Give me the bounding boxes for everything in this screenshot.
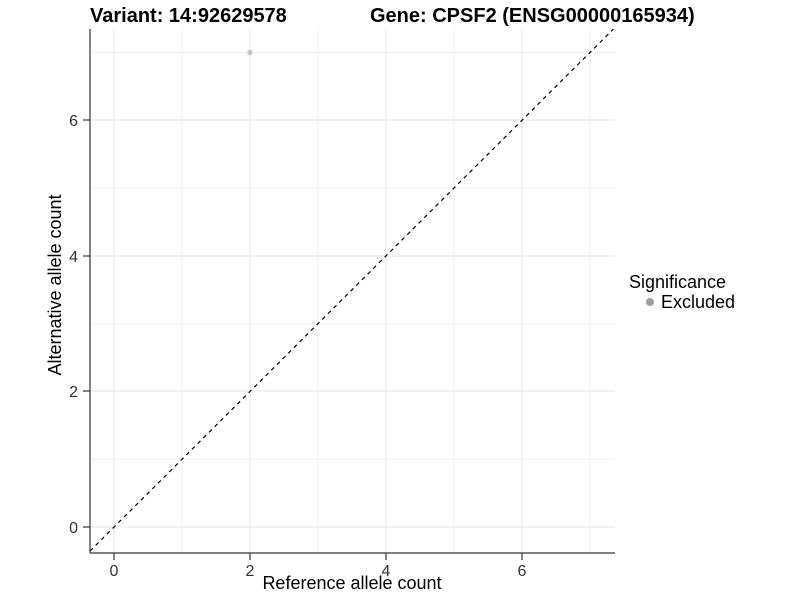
major-gridlines [90,29,615,553]
x-tick-label: 6 [518,563,527,580]
legend-marker-excluded-icon [646,298,654,306]
identity-reference-line [89,28,614,552]
x-tick-marks [113,553,523,560]
plot-panel [90,29,615,553]
x-axis-title: Reference allele count [262,573,441,593]
y-tick-label: 6 [69,113,78,130]
x-tick-label: 4 [382,563,391,580]
plot-title-variant: Variant: 14:92629578 [90,5,287,27]
y-tick-label: 0 [69,520,78,537]
minor-gridlines [90,29,615,553]
x-tick-labels: 0 2 4 6 [110,563,527,580]
plot-title-gene: Gene: CPSF2 (ENSG00000165934) [370,5,695,27]
x-tick-label: 2 [246,563,255,580]
legend-title: Significance [629,272,726,292]
legend: Significance Excluded [629,272,735,312]
y-axis-title: Alternative allele count [45,194,65,375]
y-tick-labels: 0 2 4 6 [69,113,78,537]
x-tick-label: 0 [110,563,119,580]
y-tick-marks [83,119,90,528]
data-point-excluded [247,49,253,56]
legend-label-excluded: Excluded [661,292,735,312]
y-tick-label: 2 [69,384,78,401]
y-tick-label: 4 [69,249,78,266]
